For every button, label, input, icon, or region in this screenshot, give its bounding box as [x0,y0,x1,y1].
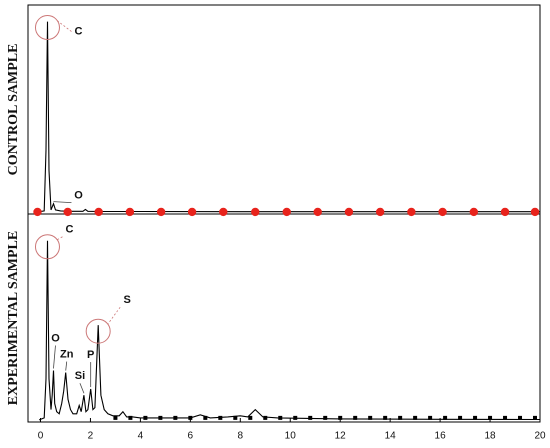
annotation-circle [34,15,60,41]
marker [143,415,148,420]
x-tick-label: 10 [285,431,297,442]
marker [219,207,228,217]
spectrum-line [37,21,540,213]
annotation-label: Si [75,370,85,382]
marker [407,207,416,217]
marker [233,415,238,420]
marker [156,207,166,217]
marker [458,415,463,420]
x-tick-label: 18 [484,431,496,442]
marker [530,207,540,217]
annotation-arrow [53,345,56,369]
marker [263,415,268,420]
marker [518,415,523,420]
annotation-label: P [87,349,94,361]
x-tick-label: 16 [435,431,447,442]
marker [308,415,313,420]
annotation-label: C [66,224,74,236]
marker [248,415,253,420]
x-tick-label: 20 [534,431,546,442]
marker [428,415,433,420]
annotation-arrow [53,201,72,204]
marker [488,415,493,420]
annotation-arrow [56,20,72,32]
annotation-circle [34,234,60,260]
marker [533,415,538,420]
x-tick-label: 6 [188,431,194,442]
marker [375,207,385,217]
y-axis-label: EXPERIMENTAL SAMPLE [6,231,21,405]
annotation-label: O [74,190,83,202]
x-tick-label: 2 [88,431,94,442]
marker [282,207,291,217]
annotation-label: Zn [60,348,74,360]
marker [94,207,103,217]
annotation-label: S [124,294,131,306]
annotation-arrow [56,236,63,241]
annotation-arrow [79,383,85,394]
marker [338,415,343,420]
annotation-arrow [107,306,121,325]
marker [500,207,510,217]
marker [278,415,283,420]
x-tick-label: 8 [238,431,244,442]
marker [443,415,448,420]
annotation-label: C [75,25,83,37]
marker [203,415,208,420]
marker [188,415,193,420]
marker [125,207,135,217]
marker [413,415,418,420]
x-tick-label: 0 [38,431,44,442]
marker [344,207,354,217]
marker [173,415,178,420]
marker [383,415,388,420]
y-axis-label: CONTROL SAMPLE [6,44,21,176]
marker [503,415,508,420]
marker [438,207,447,217]
marker [398,415,403,420]
marker [251,207,260,217]
marker [63,207,72,217]
x-tick-label: 14 [385,431,397,442]
annotation-label: O [51,332,60,344]
annotation-arrow [65,361,68,371]
marker [368,415,373,420]
marker [128,415,133,420]
x-tick-label: 12 [335,431,347,442]
marker [158,415,163,420]
annotation-circle [85,318,111,344]
marker [473,415,478,420]
marker [323,415,328,420]
spectrum-line [38,240,541,421]
marker [113,415,118,420]
marker [293,415,298,420]
marker [469,207,479,217]
marker [353,415,358,420]
x-tick-label: 4 [138,431,144,442]
marker [33,207,42,217]
marker [313,207,322,217]
marker [187,207,197,217]
marker [218,415,223,420]
